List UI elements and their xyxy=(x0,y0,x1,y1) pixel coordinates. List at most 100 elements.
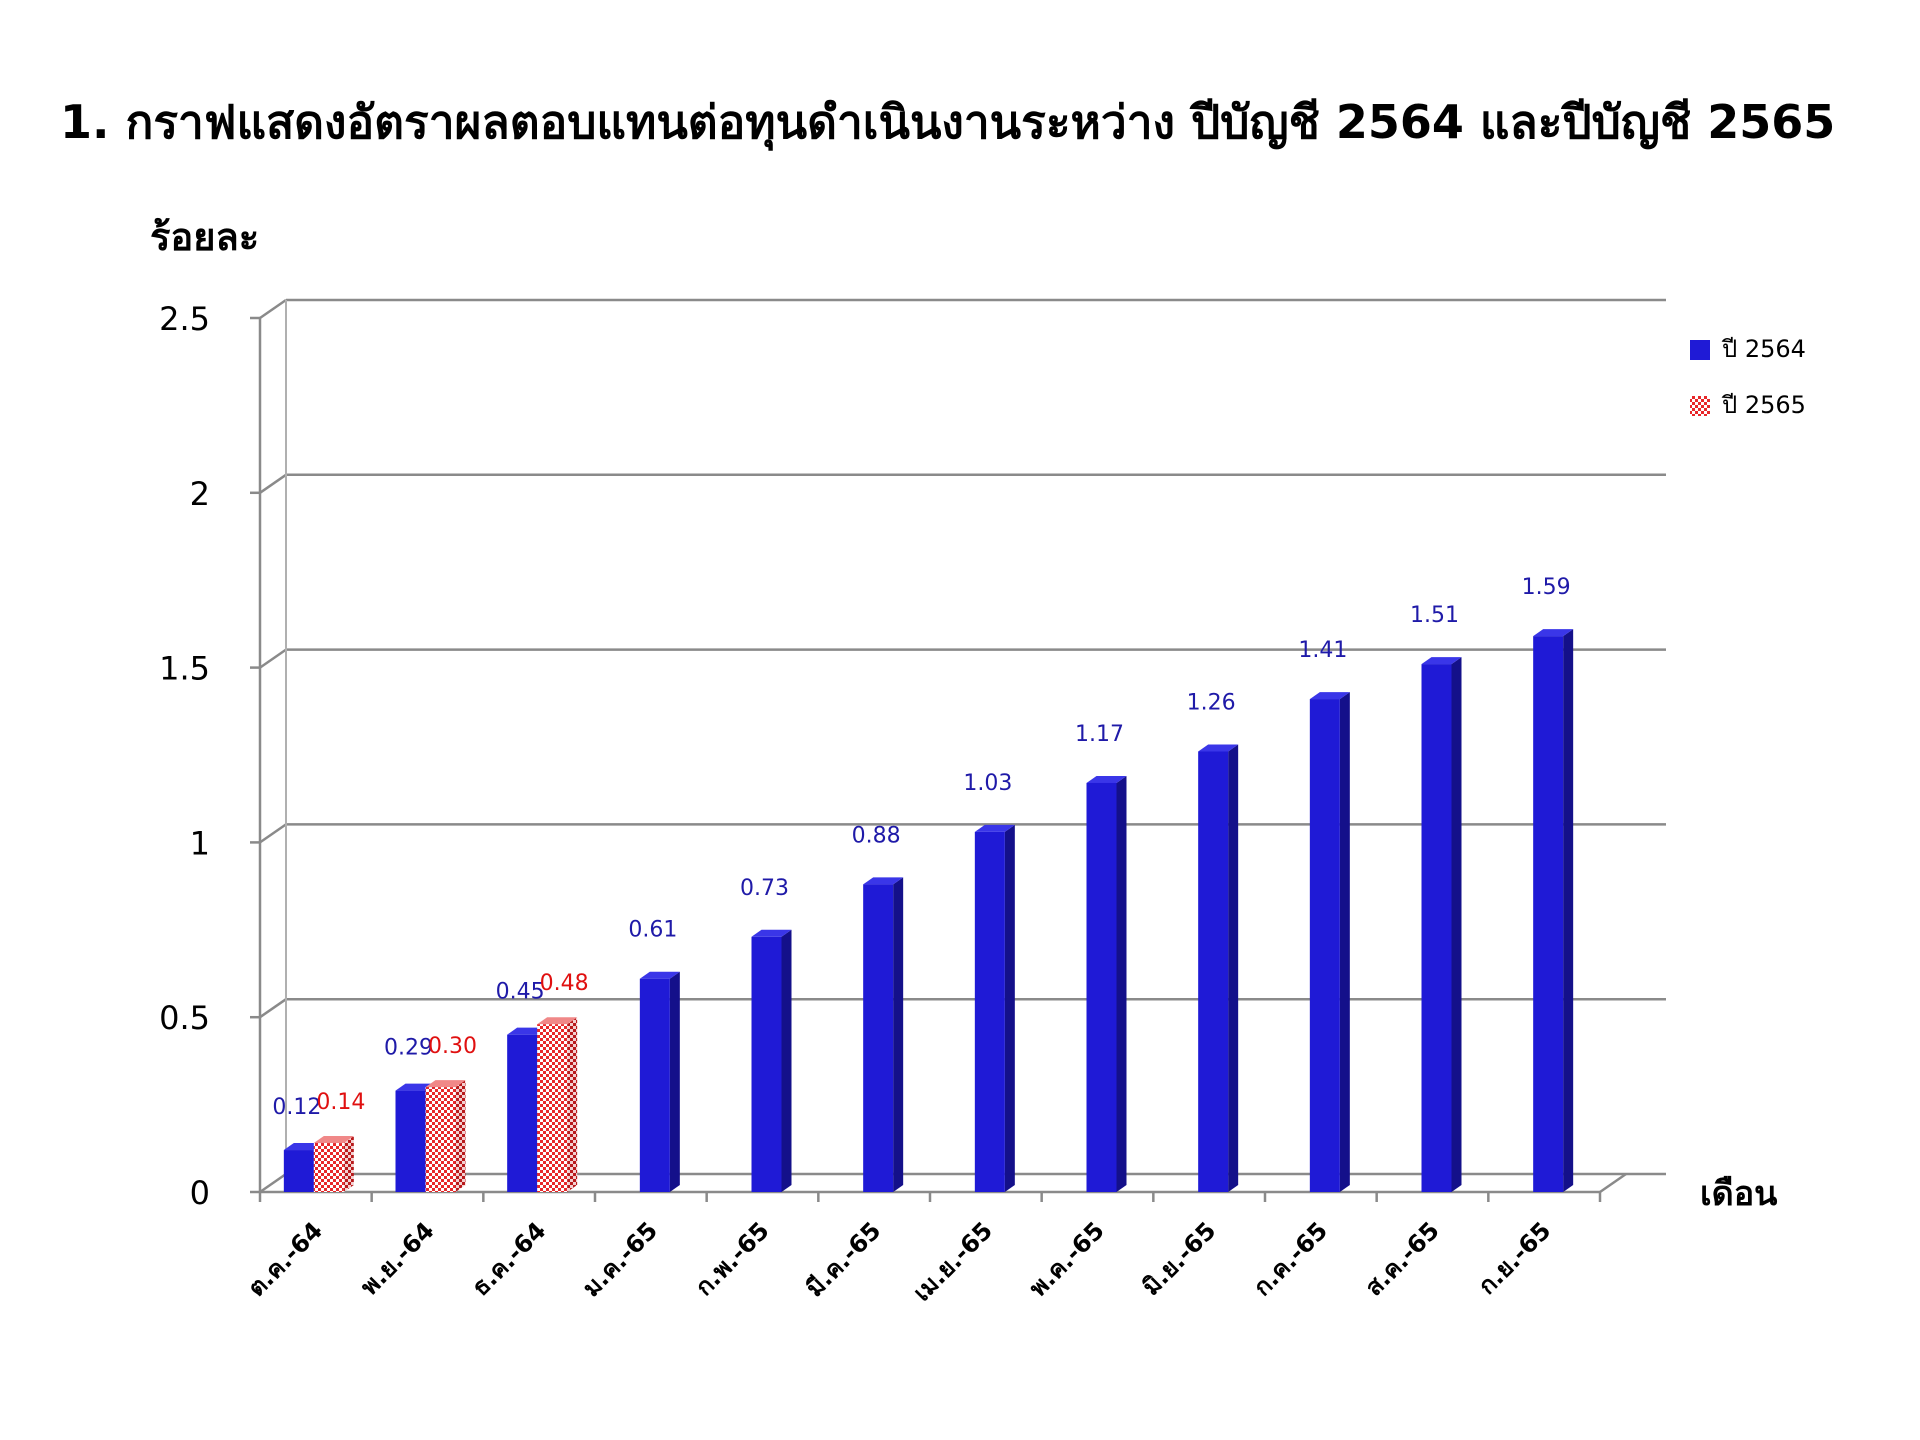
bar-2564 xyxy=(751,929,792,1192)
y-tick-label: 0.5 xyxy=(159,999,210,1037)
legend-swatch-2564 xyxy=(1690,340,1710,360)
x-tick-label: มิ.ย.-65 xyxy=(1137,1216,1221,1300)
bar-2564-side xyxy=(1563,629,1574,1192)
bar-2564-top xyxy=(1309,692,1350,700)
bar-2564-side xyxy=(1339,692,1350,1192)
x-axis-label: เดือน xyxy=(1700,1174,1777,1214)
data-label-2564: 1.03 xyxy=(963,771,1012,796)
bar-2564-side xyxy=(669,971,680,1192)
gridline-side xyxy=(259,648,287,669)
bar-2565-front xyxy=(313,1143,344,1192)
bar-2564-top xyxy=(639,971,680,979)
bar-2564-front xyxy=(1421,664,1452,1192)
gridline-side xyxy=(259,473,287,494)
bar-2565-top xyxy=(313,1136,354,1144)
x-tick-label: ก.ย.-65 xyxy=(1473,1216,1557,1300)
bar-2565-side xyxy=(455,1080,466,1192)
legend-label-2565: ปี 2565 xyxy=(1721,391,1806,419)
x-tick-label: ม.ค.-65 xyxy=(577,1216,663,1302)
data-label-2564: 0.73 xyxy=(740,876,789,901)
y-axis-label: ร้อยละ xyxy=(150,215,259,259)
gridline-side xyxy=(259,298,287,320)
bar-2565 xyxy=(425,1080,466,1192)
bar-2564 xyxy=(1086,775,1127,1192)
bar-2564-top xyxy=(974,824,1015,832)
bar-2564 xyxy=(974,824,1015,1192)
chart-title: 1. กราฟแสดงอัตราผลตอบแทนต่อทุนดำเนินงานร… xyxy=(60,95,1835,151)
bar-2564-side xyxy=(1451,657,1462,1192)
y-tick-label: 1 xyxy=(190,824,210,862)
legend-swatch-2565 xyxy=(1690,396,1710,416)
bar-2564-side xyxy=(893,877,904,1192)
plot-area: 0 0.5 1 1.5 2 2.5 ต.ค.-64 พ.ย.-64 ธ.ค.-64 ม.ค.-65… xyxy=(159,298,1666,1307)
data-label-2564: 0.12 xyxy=(272,1095,321,1120)
bar-2564-top xyxy=(1198,744,1239,752)
bar-2565 xyxy=(313,1136,354,1192)
floor-edge xyxy=(1599,1172,1627,1194)
x-tick-label: ส.ค.-65 xyxy=(1360,1216,1445,1301)
bar-2565-top xyxy=(425,1080,466,1088)
x-tick-label: พ.ย.-64 xyxy=(355,1216,439,1300)
bar-2564-front xyxy=(863,884,894,1192)
y-tick-label: 1.5 xyxy=(159,650,210,688)
bar-2564-front xyxy=(283,1150,314,1192)
bar-2564-front xyxy=(751,936,782,1192)
y-tick-label: 0 xyxy=(190,1174,210,1212)
bar-2564-front xyxy=(639,978,670,1192)
x-tick-label: ก.ค.-65 xyxy=(1248,1216,1333,1301)
gridline-side xyxy=(259,823,287,844)
bar-2564-top xyxy=(863,877,904,885)
bar-2564 xyxy=(1198,744,1239,1192)
bar-2565-front xyxy=(537,1024,568,1192)
bar-2564-front xyxy=(1533,636,1564,1192)
bar-2564-side xyxy=(1004,824,1015,1192)
data-label-2565: 0.48 xyxy=(540,971,589,996)
bar-2564-front xyxy=(974,831,1005,1192)
bar-2564-front xyxy=(1198,751,1229,1192)
legend: ปี 2564 ปี 2565 xyxy=(1690,335,1806,419)
bar-2565-front xyxy=(425,1087,456,1192)
bar-2564-side xyxy=(1116,775,1127,1192)
gridline-side xyxy=(259,998,287,1019)
bar-2564-side xyxy=(1228,744,1239,1192)
data-label-2565: 0.14 xyxy=(316,1090,365,1115)
bar-2565-side xyxy=(343,1136,354,1192)
data-label-2564: 0.88 xyxy=(852,823,901,848)
gridline-side xyxy=(259,1172,287,1194)
x-tick-label: ต.ค.-64 xyxy=(242,1216,328,1302)
data-label-2564: 1.17 xyxy=(1075,722,1124,747)
bar-2564-front xyxy=(1086,782,1117,1192)
y-tick-label: 2.5 xyxy=(159,300,210,338)
bar-2564-top xyxy=(1421,657,1462,665)
legend-label-2564: ปี 2564 xyxy=(1721,335,1806,363)
bar-2564 xyxy=(639,971,680,1192)
bar-2564 xyxy=(1421,657,1462,1192)
bar-2564-top xyxy=(1533,629,1574,637)
bar-2564 xyxy=(863,877,904,1192)
bar-2564-front xyxy=(395,1090,426,1192)
data-label-2564: 0.45 xyxy=(496,980,545,1005)
bar-2564 xyxy=(1309,692,1350,1192)
x-tick-label: เม.ย.-65 xyxy=(908,1216,998,1306)
bar-2564-top xyxy=(751,929,792,937)
bar-2565-side xyxy=(567,1017,578,1192)
x-tick-label: มี.ค.-65 xyxy=(801,1216,887,1302)
data-label-2565: 0.30 xyxy=(428,1034,477,1059)
bar-2564-top xyxy=(1086,775,1127,783)
data-label-2564: 0.29 xyxy=(384,1036,433,1061)
bar-2565-top xyxy=(537,1017,578,1025)
x-tick-label: พ.ค.-65 xyxy=(1024,1216,1110,1302)
data-label-2564: 1.51 xyxy=(1410,603,1459,628)
x-tick-label: ก.พ.-65 xyxy=(690,1216,775,1301)
bar-2564-side xyxy=(781,929,792,1192)
bar-2564-front xyxy=(1309,699,1340,1192)
data-label-2564: 0.61 xyxy=(628,918,677,943)
bar-2564 xyxy=(1533,629,1574,1192)
data-label-2564: 1.59 xyxy=(1522,575,1571,600)
y-tick-label: 2 xyxy=(190,475,210,513)
bar-2565 xyxy=(537,1017,578,1192)
bar-2564-front xyxy=(507,1034,538,1192)
x-tick-label: ธ.ค.-64 xyxy=(466,1216,551,1301)
data-label-2564: 1.41 xyxy=(1298,638,1347,663)
